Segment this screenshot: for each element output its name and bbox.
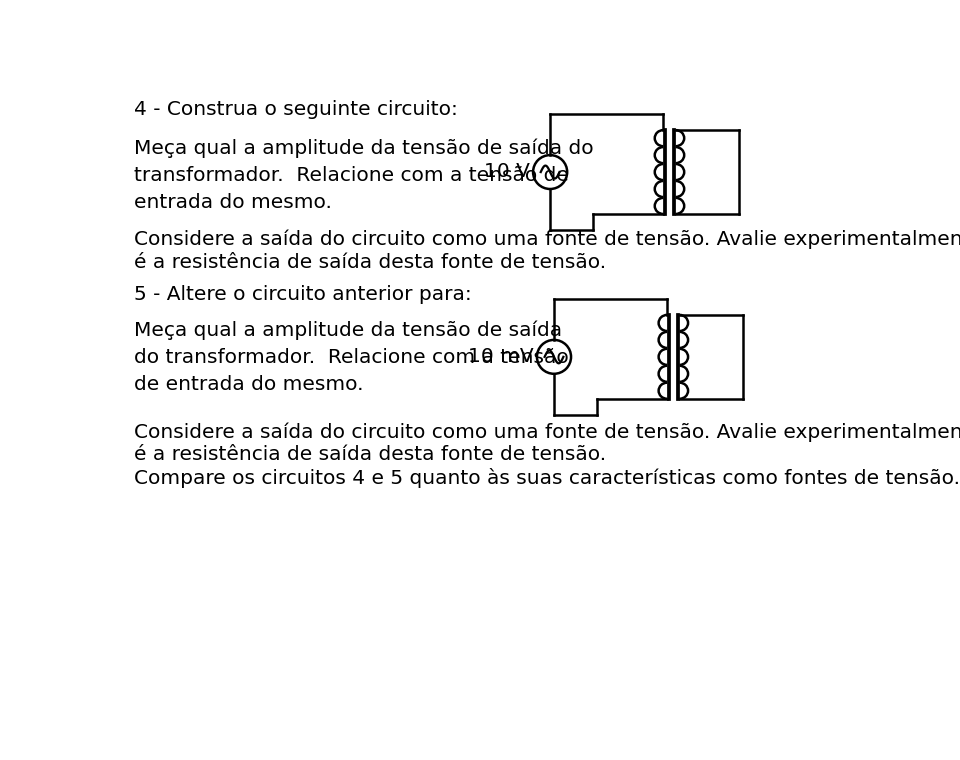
Text: de entrada do mesmo.: de entrada do mesmo.	[134, 375, 364, 394]
Text: transformador.  Relacione com a tensão de: transformador. Relacione com a tensão de	[134, 166, 569, 185]
Text: Meça qual a amplitude da tensão de saída: Meça qual a amplitude da tensão de saída	[134, 321, 562, 340]
Text: 10 V: 10 V	[484, 162, 530, 181]
Text: entrada do mesmo.: entrada do mesmo.	[134, 193, 332, 212]
Text: Considere a saída do circuito como uma fonte de tensão. Avalie experimentalmente: Considere a saída do circuito como uma f…	[134, 423, 960, 442]
Text: Meça qual a amplitude da tensão de saída do: Meça qual a amplitude da tensão de saída…	[134, 139, 593, 158]
Text: Compare os circuitos 4 e 5 quanto às suas características como fontes de tensão.: Compare os circuitos 4 e 5 quanto às sua…	[134, 468, 960, 489]
Text: 10 mV: 10 mV	[468, 347, 534, 366]
Text: 5 - Altere o circuito anterior para:: 5 - Altere o circuito anterior para:	[134, 285, 471, 304]
Text: 4 - Construa o seguinte circuito:: 4 - Construa o seguinte circuito:	[134, 100, 458, 119]
Text: é a resistência de saída desta fonte de tensão.: é a resistência de saída desta fonte de …	[134, 253, 606, 272]
Text: é a resistência de saída desta fonte de tensão.: é a resistência de saída desta fonte de …	[134, 445, 606, 464]
Text: do transformador.  Relacione com a tensão: do transformador. Relacione com a tensão	[134, 347, 568, 366]
Text: Considere a saída do circuito como uma fonte de tensão. Avalie experimentalmente: Considere a saída do circuito como uma f…	[134, 230, 960, 249]
